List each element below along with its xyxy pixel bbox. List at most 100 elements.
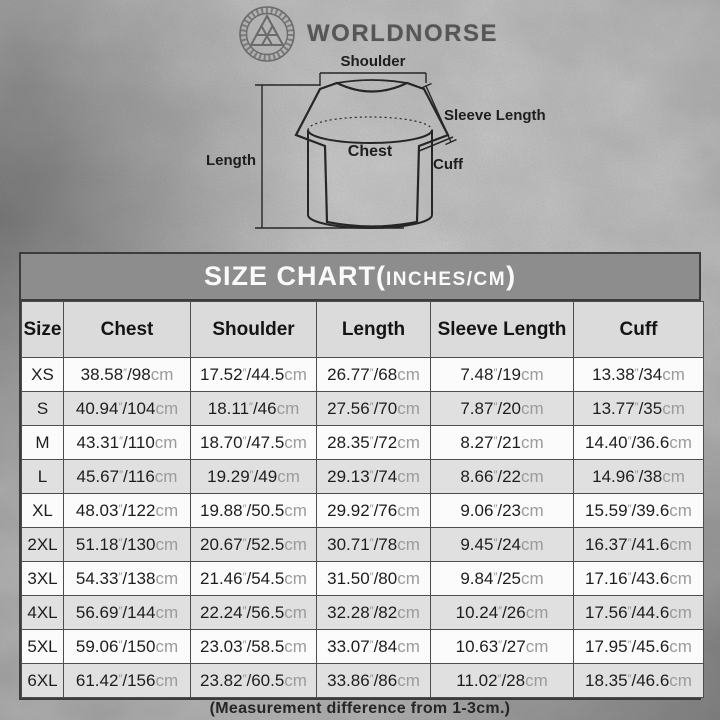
measurement-cell: 30.71″/78cm (316, 527, 431, 562)
measurement-cell: 7.48″/19cm (430, 357, 574, 392)
size-cell: 5XL (21, 629, 64, 664)
measurement-cell: 22.24″/56.5cm (190, 595, 317, 630)
measurement-cell: 29.13″/74cm (316, 459, 431, 494)
length-label: Length (206, 152, 256, 169)
chest-label: Chest (348, 143, 393, 160)
measurement-cell: 11.02″/28cm (430, 663, 574, 698)
table-row: L 45.67″/116cm 19.29″/49cm 29.13″/74cm 8.66″… (21, 459, 704, 494)
measurement-cell: 27.56″/70cm (316, 391, 431, 426)
size-cell: M (21, 425, 64, 460)
header-row: Size Chest Shoulder Length Sleeve Length… (21, 301, 704, 358)
size-cell: 2XL (21, 527, 64, 562)
table-row: XL 48.03″/122cm 19.88″/50.5cm 29.92″/76cm 9.… (21, 493, 704, 528)
table-row: 5XL 59.06″/150cm 23.03″/58.5cm 33.07″/84cm 1… (21, 629, 704, 664)
brand-header: WORLDNORSE (7, 5, 720, 63)
measurement-cell: 7.87″/20cm (430, 391, 574, 426)
table-row: 4XL 56.69″/144cm 22.24″/56.5cm 32.28″/82cm 1… (21, 595, 704, 630)
size-cell: L (21, 459, 64, 494)
measurement-cell: 33.86″/86cm (316, 663, 431, 698)
measurement-cell: 45.67″/116cm (63, 459, 191, 494)
sleeve-length-label: Sleeve Length (444, 107, 546, 124)
measurement-cell: 17.95″/45.6cm (573, 629, 704, 664)
cuff-measure-line (418, 136, 454, 152)
measurement-cell: 19.29″/49cm (190, 459, 317, 494)
size-cell: XL (21, 493, 64, 528)
size-cell: 3XL (21, 561, 64, 596)
measurement-cell: 8.27″/21cm (430, 425, 574, 460)
column-header-sleeve-length: Sleeve Length (430, 301, 574, 358)
brand-name: WORLDNORSE (307, 20, 498, 47)
measurement-cell: 19.88″/50.5cm (190, 493, 317, 528)
measurement-cell: 38.58″/98cm (63, 357, 191, 392)
measurement-cell: 10.63″/27cm (430, 629, 574, 664)
measurement-cell: 13.77″/35cm (573, 391, 704, 426)
measurement-cell: 40.94″/104cm (63, 391, 191, 426)
measurement-cell: 23.82″/60.5cm (190, 663, 317, 698)
measurement-cell: 29.92″/76cm (316, 493, 431, 528)
title-units: INCHES/CM (385, 269, 507, 290)
measurement-cell: 8.66″/22cm (430, 459, 574, 494)
measurement-cell: 15.59″/39.6cm (573, 493, 704, 528)
measurement-cell: 61.42″/156cm (63, 663, 191, 698)
size-cell: 4XL (21, 595, 64, 630)
measurement-cell: 9.84″/25cm (430, 561, 574, 596)
shoulder-label: Shoulder (340, 53, 405, 70)
size-cell: 6XL (21, 663, 64, 698)
measurement-cell: 21.46″/54.5cm (190, 561, 317, 596)
measurement-cell: 16.37″/41.6cm (573, 527, 704, 562)
table-row: 2XL 51.18″/130cm 20.67″/52.5cm 30.71″/78cm 9… (21, 527, 704, 562)
cuff-label: Cuff (433, 156, 464, 173)
measurement-cell: 10.24″/26cm (430, 595, 574, 630)
measurement-cell: 23.03″/58.5cm (190, 629, 317, 664)
size-chart-table: SIZE CHART(INCHES/CM) Size Chest Shoulde… (19, 252, 704, 700)
measurements-table: Size Chest Shoulder Length Sleeve Length… (21, 301, 704, 698)
column-header-length: Length (316, 301, 431, 358)
measurement-cell: 31.50″/80cm (316, 561, 431, 596)
valknut-logo-icon (239, 6, 295, 62)
measurement-cell: 33.07″/84cm (316, 629, 431, 664)
measurement-cell: 17.52″/44.5cm (190, 357, 317, 392)
column-header-cuff: Cuff (573, 301, 704, 358)
shirt-outline (294, 81, 450, 228)
measurement-cell: 18.35″/46.6cm (573, 663, 704, 698)
measurement-cell: 43.31″/110cm (63, 425, 191, 460)
column-header-chest: Chest (63, 301, 191, 358)
size-cell: S (21, 391, 64, 426)
column-header-shoulder: Shoulder (190, 301, 317, 358)
measurement-cell: 9.45″/24cm (430, 527, 574, 562)
measurement-cell: 48.03″/122cm (63, 493, 191, 528)
title-main: SIZE CHART( (203, 261, 386, 291)
measurement-cell: 51.18″/130cm (63, 527, 191, 562)
measurement-cell: 13.38″/34cm (573, 357, 704, 392)
measurement-cell: 14.40″/36.6cm (573, 425, 704, 460)
measurement-cell: 32.28″/82cm (316, 595, 431, 630)
table-row: S 40.94″/104cm 18.11″/46cm 27.56″/70cm 7.87″… (21, 391, 704, 426)
column-header-size: Size (21, 301, 64, 358)
measurement-cell: 26.77″/68cm (316, 357, 431, 392)
measurement-cell: 28.35″/72cm (316, 425, 431, 460)
measurement-cell: 17.56″/44.6cm (573, 595, 704, 630)
length-measure-line (255, 84, 404, 229)
table-row: XS 38.58″/98cm 17.52″/44.5cm 26.77″/68cm 7.4… (21, 357, 704, 392)
shoulder-measure-line (319, 72, 427, 86)
measurement-cell: 20.67″/52.5cm (190, 527, 317, 562)
table-row: 3XL 54.33″/138cm 21.46″/54.5cm 31.50″/80cm 9… (21, 561, 704, 596)
measurement-cell: 56.69″/144cm (63, 595, 191, 630)
size-cell: XS (21, 357, 64, 392)
measurement-cell: 54.33″/138cm (63, 561, 191, 596)
measurement-cell: 59.06″/150cm (63, 629, 191, 664)
table-row: M 43.31″/110cm 18.70″/47.5cm 28.35″/72cm 8.2… (21, 425, 704, 460)
measurement-note: (Measurement difference from 1-3cm.) (209, 700, 511, 717)
collar-back-line (336, 79, 408, 84)
measurement-cell: 14.96″/38cm (573, 459, 704, 494)
size-table-body: XS 38.58″/98cm 17.52″/44.5cm 26.77″/68cm 7.4… (21, 357, 704, 698)
measurement-cell: 18.11″/46cm (190, 391, 317, 426)
title-close: ) (506, 261, 517, 291)
table-row: 6XL 61.42″/156cm 23.82″/60.5cm 33.86″/86cm 1… (21, 663, 704, 698)
measurement-cell: 17.16″/43.6cm (573, 561, 704, 596)
shirt-measurement-diagram: Shoulder Length Sleeve Length Chest Cuff (206, 53, 546, 229)
measurement-cell: 18.70″/47.5cm (190, 425, 317, 460)
size-chart-title: SIZE CHART(INCHES/CM) (21, 254, 699, 301)
sleeve-measure-line (420, 82, 457, 146)
